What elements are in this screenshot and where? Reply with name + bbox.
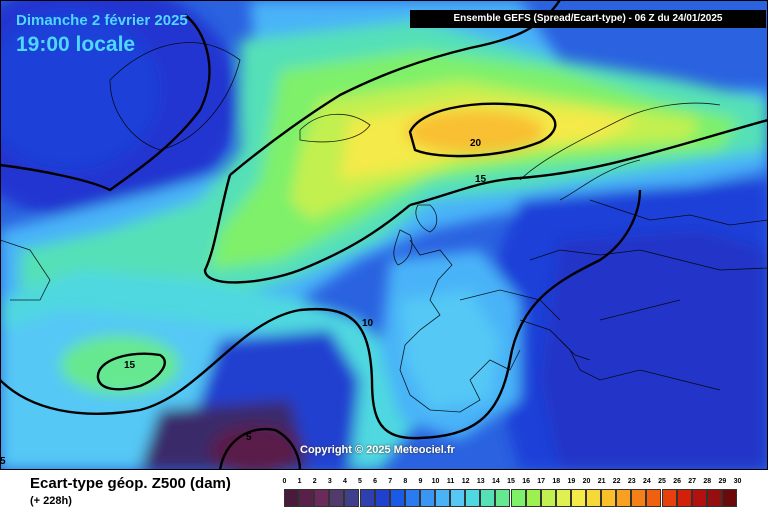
scale-tick-label: 30 — [733, 478, 742, 485]
scale-tick-label: 10 — [431, 478, 440, 485]
scale-swatch — [706, 489, 722, 507]
scale-tick-label: 24 — [642, 478, 651, 485]
scale-swatch — [344, 489, 360, 507]
scale-swatch — [676, 489, 692, 507]
scale-tick-label: 16 — [522, 478, 530, 485]
spread-map — [0, 0, 768, 470]
scale-tick-label: 17 — [537, 478, 546, 485]
scale-tick-label: 8 — [403, 478, 408, 485]
contour-lines — [0, 0, 768, 470]
contour-15-north — [0, 14, 768, 207]
scale-tick-label: 5 — [358, 478, 362, 485]
scale-tick-label: 11 — [446, 478, 455, 485]
scale-tick-label: 13 — [476, 478, 485, 485]
scale-tick-label: 21 — [597, 478, 606, 485]
contour-label: 5 — [0, 456, 6, 467]
scale-tick-label: 22 — [612, 478, 621, 485]
scale-tick-label: 15 — [507, 478, 515, 485]
scale-tick-label: 9 — [418, 478, 423, 485]
scale-swatch — [616, 489, 632, 507]
forecast-local-time: 19:00 locale — [16, 33, 136, 56]
scale-tick-label: 18 — [552, 478, 561, 485]
forecast-lead-time: (+ 228h) — [30, 495, 72, 507]
scale-tick-label: 20 — [582, 478, 591, 485]
scale-tick-label: 4 — [342, 478, 347, 485]
legend-title: Ecart-type géop. Z500 (dam) — [30, 475, 231, 492]
scale-swatch — [661, 489, 677, 507]
scale-tick-label: 7 — [388, 478, 393, 485]
scale-tick-label: 23 — [627, 478, 636, 485]
contour-label: 5 — [246, 432, 252, 443]
scale-swatch — [435, 489, 450, 507]
scale-tick-label: 26 — [673, 478, 681, 485]
scale-tick-label: 27 — [688, 478, 697, 485]
contour-15-atlantic — [96, 352, 166, 391]
scale-swatch — [586, 489, 601, 507]
scale-swatch — [359, 489, 375, 507]
scale-swatch — [389, 489, 405, 507]
scale-swatch — [540, 489, 556, 507]
forecast-date: Dimanche 2 février 2025 — [16, 12, 188, 29]
scale-tick-label: 0 — [282, 478, 287, 485]
scale-swatch — [601, 489, 617, 507]
model-run-banner: Ensemble GEFS (Spread/Ecart-type) - 06 Z… — [410, 10, 766, 28]
scale-tick-label: 28 — [703, 478, 712, 485]
contour-label: 20 — [470, 138, 482, 149]
scale-swatch — [721, 489, 737, 507]
scale-swatch — [329, 489, 345, 507]
scale-swatch — [465, 489, 481, 507]
scale-tick-label: 1 — [297, 478, 302, 485]
scale-tick-label: 29 — [718, 478, 727, 485]
scale-swatch — [404, 489, 420, 507]
scale-swatch — [510, 489, 526, 507]
scale-swatch — [646, 489, 662, 507]
contour-label: 15 — [475, 174, 487, 185]
scale-tick-label: 19 — [567, 478, 576, 485]
contour-10 — [0, 189, 642, 440]
scale-swatch — [419, 489, 435, 507]
scale-swatch — [314, 489, 330, 507]
contour-label: 15 — [124, 360, 136, 371]
scale-swatch — [374, 489, 390, 507]
scale-swatch — [480, 489, 496, 507]
copyright-notice: Copyright © 2025 Meteociel.fr — [300, 444, 455, 456]
scale-tick-label: 2 — [312, 478, 317, 485]
scale-tick-label: 14 — [491, 478, 500, 485]
contour-15-band — [203, 0, 561, 284]
scale-tick-label: 3 — [327, 478, 332, 485]
scale-swatch — [495, 489, 511, 507]
scale-tick-label: 6 — [373, 478, 378, 485]
scale-swatch — [555, 489, 571, 507]
scale-swatch — [450, 489, 466, 507]
scale-swatch — [525, 489, 541, 507]
scale-swatch — [570, 489, 586, 507]
contour-5 — [218, 427, 302, 470]
contour-20 — [408, 102, 557, 158]
scale-swatch — [631, 489, 647, 507]
contour-label: 10 — [362, 318, 374, 329]
scale-swatch — [299, 489, 315, 507]
coastlines — [0, 42, 768, 413]
scale-tick-label: 12 — [461, 478, 470, 485]
scale-swatch — [284, 489, 299, 507]
scale-tick-label: 25 — [658, 478, 666, 485]
scale-swatch — [691, 489, 707, 507]
